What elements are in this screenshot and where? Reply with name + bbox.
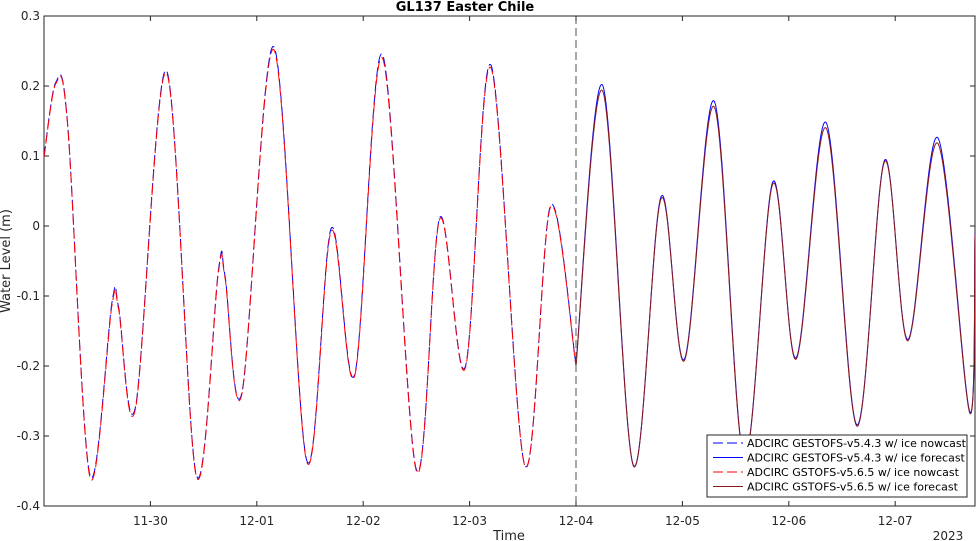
legend: ADCIRC GESTOFS-v5.4.3 w/ ice nowcast ADCI… (706, 434, 968, 498)
y-axis-label: Water Level (m) (0, 209, 14, 313)
legend-label-1: ADCIRC GESTOFS-v5.4.3 w/ ice nowcast (747, 437, 967, 450)
year-label: 2023 (933, 529, 964, 541)
y-tick-label: -0.1 (17, 289, 40, 303)
legend-label-4: ADCIRC GSTOFS-v5.6.5 w/ ice forecast (747, 481, 959, 494)
x-tick-label: 12-02 (346, 514, 381, 528)
x-tick-label: 12-04 (559, 514, 594, 528)
legend-label-3: ADCIRC GSTOFS-v5.6.5 w/ ice nowcast (747, 466, 960, 479)
x-tick-label: 12-03 (452, 514, 487, 528)
plot-frame (43, 15, 976, 507)
legend-box (706, 434, 968, 498)
plot-area: 11-30 12-01 12-02 12-03 12-04 12-05 12-06 12-07… (17, 9, 976, 528)
x-tick-label: 12-07 (878, 514, 913, 528)
x-tick-label: 12-01 (239, 514, 274, 528)
chart-title: GL137 Easter Chile (396, 0, 535, 15)
series-layer (43, 46, 976, 481)
y-tick-label: -0.2 (17, 359, 40, 373)
series-line-3 (43, 49, 577, 481)
y-tick-label: -0.4 (17, 499, 40, 513)
y-tick-label: 0.3 (21, 9, 40, 23)
x-tick-label: 12-05 (665, 514, 700, 528)
x-axis-label: Time (492, 529, 525, 541)
x-axis-ticks: 11-30 12-01 12-02 12-03 12-04 12-05 12-06 12-07 (133, 16, 913, 528)
y-tick-label: 0 (32, 219, 40, 233)
legend-label-2: ADCIRC GESTOFS-v5.4.3 w/ ice forecast (747, 452, 966, 465)
y-tick-label: 0.2 (21, 79, 40, 93)
y-tick-label: 0.1 (21, 149, 40, 163)
x-tick-label: 11-30 (133, 514, 168, 528)
y-tick-label: -0.3 (17, 429, 40, 443)
x-tick-label: 12-06 (771, 514, 806, 528)
y-axis-ticks: -0.4 -0.3 -0.2 -0.1 0 0.1 0.2 0.3 (17, 9, 975, 513)
series-line-4 (575, 89, 976, 468)
